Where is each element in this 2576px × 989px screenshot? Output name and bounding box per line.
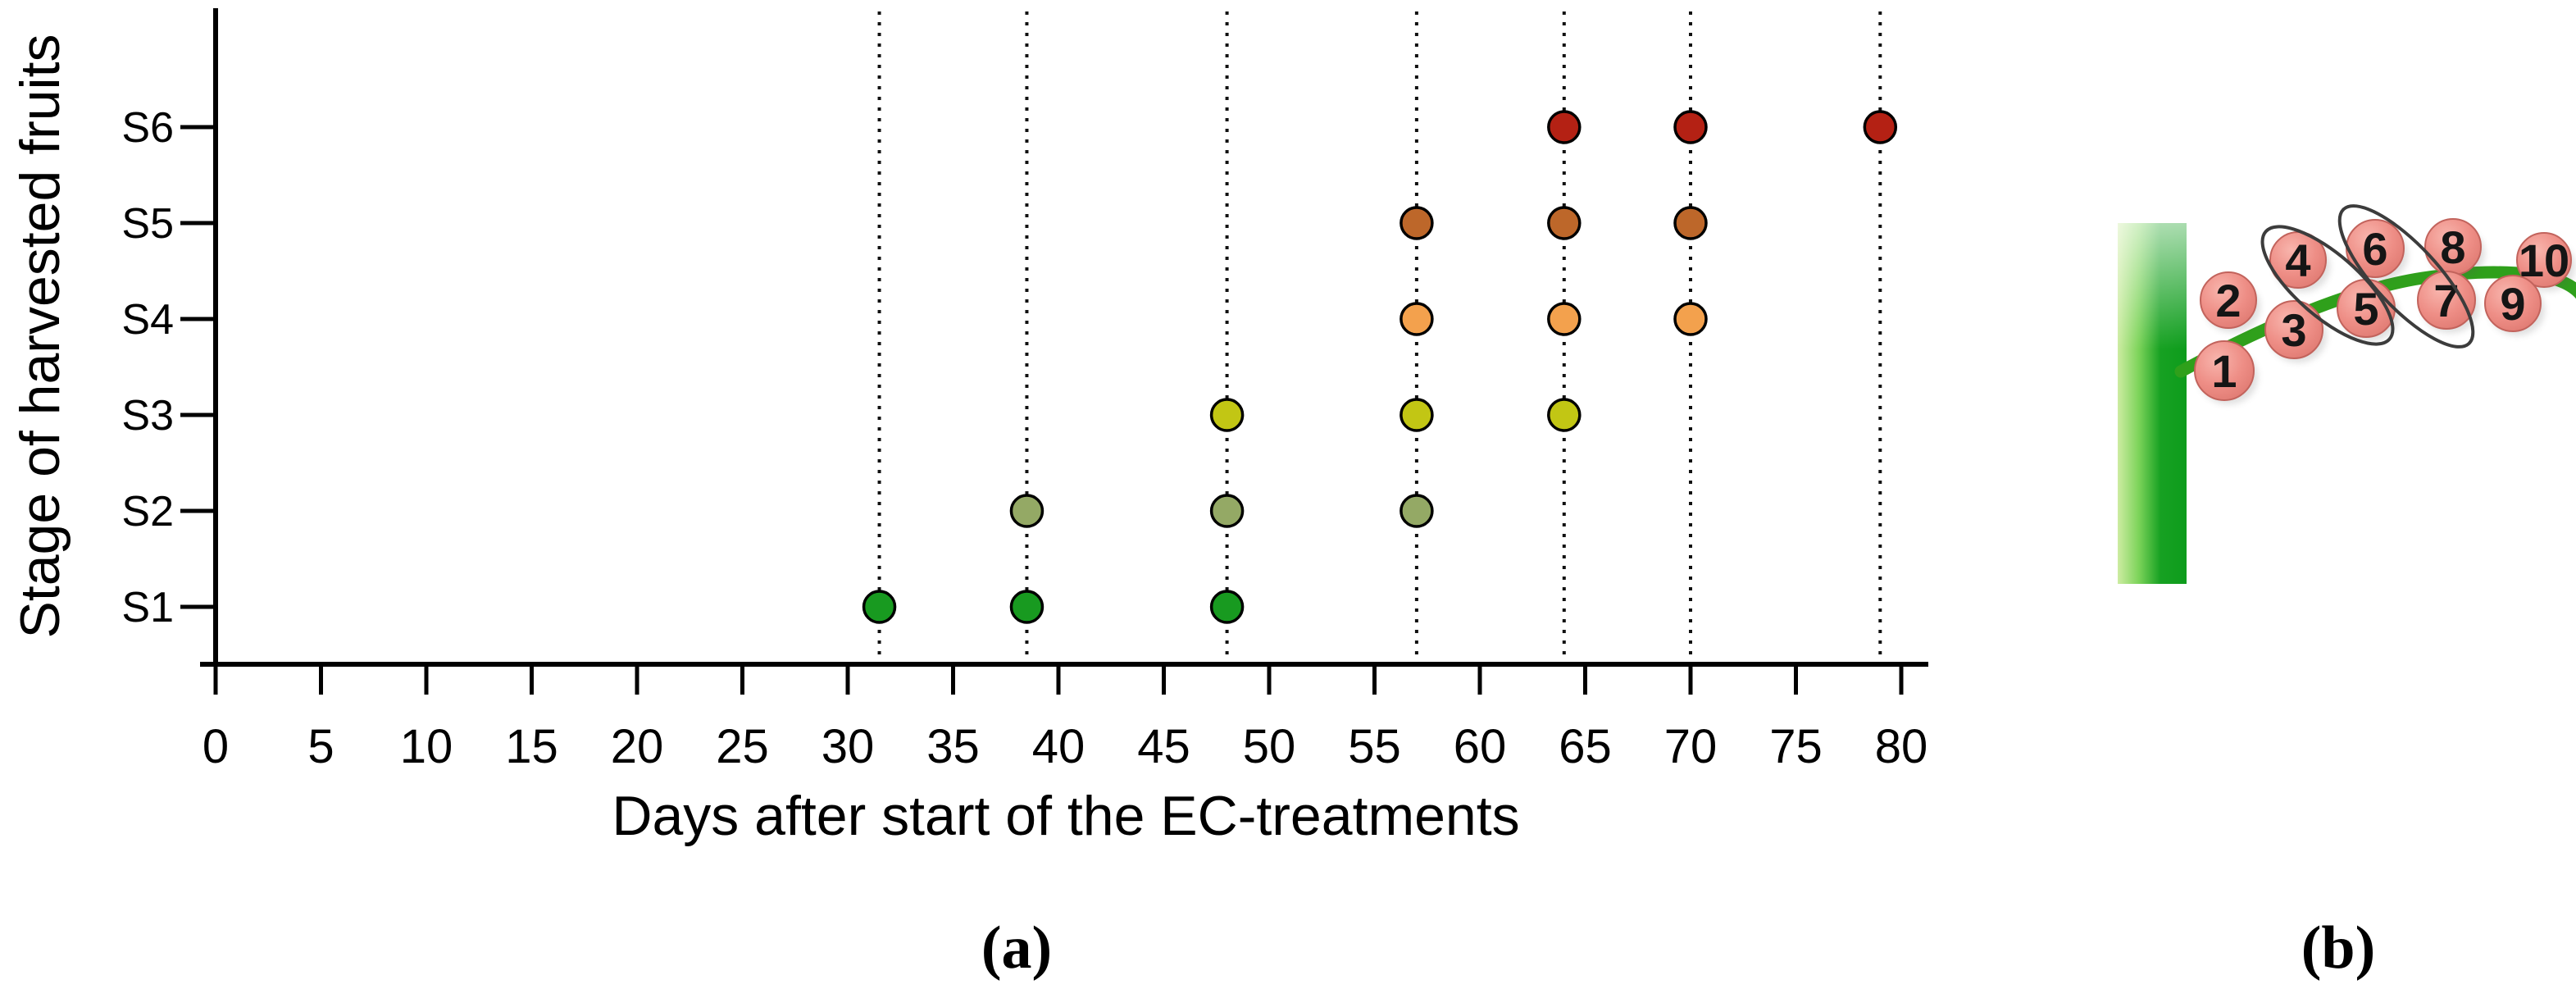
x-tick-label: 35 [926, 720, 980, 773]
data-point-s1 [1209, 590, 1245, 624]
fruit-1: 1 [2194, 340, 2255, 401]
x-tick-label: 15 [505, 720, 558, 773]
x-tick-label: 70 [1664, 720, 1718, 773]
fruit-circle [2200, 271, 2257, 329]
axes-group [200, 8, 1928, 667]
x-tick-label: 75 [1769, 720, 1823, 773]
fruit-circle [2516, 232, 2572, 288]
fruit-number: 7 [2433, 275, 2459, 326]
fruit-circle [2484, 275, 2542, 332]
x-axis-title: Days after start of the EC-treatments [612, 785, 1519, 847]
x-tick-label: 10 [400, 720, 453, 773]
x-tick-label: 65 [1559, 720, 1612, 773]
x-tick-label: 55 [1348, 720, 1401, 773]
x-tick-label: 40 [1032, 720, 1085, 773]
fruit-3: 3 [2264, 300, 2323, 359]
data-point-s4 [1400, 302, 1434, 336]
x-tick-label: 25 [716, 720, 769, 773]
y-tick-label: S5 [121, 200, 174, 248]
x-tick-label: 60 [1454, 720, 1507, 773]
data-point-s6 [1547, 110, 1582, 144]
gridlines-group [877, 11, 1882, 661]
caption-b: (b) [2301, 914, 2375, 982]
fruit-6: 6 [2346, 219, 2405, 278]
x-tick-label: 0 [203, 720, 229, 773]
fruit-number: 4 [2285, 235, 2310, 286]
fruit-number: 9 [2500, 278, 2525, 330]
data-point-s4 [1547, 302, 1582, 336]
fruit-number: 8 [2440, 221, 2465, 273]
data-point-s1 [1009, 590, 1045, 624]
x-tick-label: 5 [307, 720, 334, 773]
panel-a-scatter-chart: 0 5 10 15 20 25 30 35 40 45 50 55 60 65 70 75 80 S1 S2 S3 S4… [9, 8, 1928, 847]
x-tick-label: 20 [611, 720, 664, 773]
fruit-10: 10 [2516, 232, 2572, 288]
data-point-s5 [1673, 206, 1708, 240]
fruit-number: 6 [2362, 223, 2387, 275]
y-tick-label: S4 [121, 296, 174, 344]
data-point-s1 [862, 590, 897, 624]
fruit-circle [2194, 340, 2255, 401]
fruit-9: 9 [2484, 275, 2542, 332]
y-tick-label: S3 [121, 392, 174, 440]
x-tick-label: 45 [1137, 720, 1190, 773]
fruit-number: 2 [2215, 275, 2241, 326]
y-tick-label: S6 [121, 104, 174, 152]
fruit-number: 3 [2281, 304, 2306, 356]
fruit-4: 4 [2269, 231, 2327, 289]
data-point-s2 [1209, 494, 1245, 528]
data-point-s3 [1400, 398, 1434, 432]
fruit-8: 8 [2424, 218, 2482, 276]
grouping-ellipses [2260, 204, 2475, 349]
fruit-circle [2417, 271, 2476, 330]
fruit-7: 7 [2417, 271, 2476, 330]
tick-labels-group: 0 5 10 15 20 25 30 35 40 45 50 55 60 65 70 75 80 S1 S2 S3 S4… [121, 104, 1927, 773]
fruit-2: 2 [2200, 271, 2257, 329]
fruit-number: 1 [2211, 345, 2237, 397]
data-point-s3 [1547, 398, 1582, 432]
data-point-s5 [1400, 206, 1434, 240]
y-tick-label: S2 [121, 488, 174, 536]
data-point-s6 [1673, 110, 1708, 144]
x-tick-label: 30 [821, 720, 875, 773]
fruit-number: 10 [2519, 235, 2569, 286]
ellipse-group-6-7 [2337, 204, 2475, 349]
x-tick-label: 80 [1875, 720, 1928, 773]
data-points-group [862, 110, 1898, 624]
data-point-s6 [1863, 110, 1898, 144]
caption-a: (a) [981, 914, 1052, 982]
fruit-circle [2264, 300, 2323, 359]
y-axis-title: Stage of harvested fruits [9, 34, 71, 638]
x-tick-label: 50 [1243, 720, 1296, 773]
y-tick-label: S1 [121, 584, 174, 631]
data-point-s5 [1547, 206, 1582, 240]
data-point-s3 [1209, 398, 1245, 432]
data-point-s2 [1400, 494, 1434, 528]
plant-stem-highlight [2118, 223, 2187, 584]
data-point-s2 [1009, 494, 1045, 528]
ticks-group [180, 125, 1904, 695]
ellipse-group-4-5 [2260, 225, 2395, 346]
data-point-s4 [1673, 302, 1708, 336]
